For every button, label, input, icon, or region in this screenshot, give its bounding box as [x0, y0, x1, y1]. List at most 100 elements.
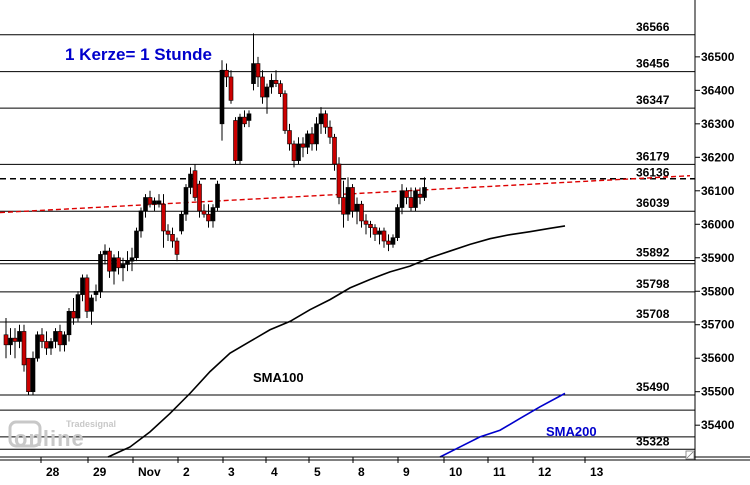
candle-body	[390, 237, 396, 245]
y-tick-label: 35400	[701, 418, 735, 432]
y-tick-label: 36000	[701, 217, 735, 231]
candle-body	[84, 277, 90, 312]
x-tick-label: 11	[493, 465, 506, 479]
candle-body	[192, 170, 198, 198]
candle-body	[327, 126, 333, 138]
y-tick-label: 36100	[701, 184, 735, 198]
candle-body	[197, 183, 202, 212]
chart-title: 1 Kerze= 1 Stunde	[65, 45, 212, 64]
x-tick-label: 2	[183, 465, 190, 479]
trendline-group	[0, 175, 691, 214]
candle-body	[125, 260, 130, 265]
candle-body	[417, 193, 423, 198]
x-tick-label: 12	[538, 465, 552, 479]
x-tick-label: 4	[271, 465, 278, 479]
candle-body	[129, 257, 135, 262]
sma100-line	[107, 225, 566, 458]
level-label: 35328	[636, 434, 670, 448]
candle-body	[291, 143, 297, 161]
candle-body	[368, 223, 373, 228]
watermark-brand-text: Tradesignal	[66, 419, 116, 429]
candle-body	[170, 234, 175, 242]
candle-body	[134, 230, 139, 259]
candle-body	[35, 334, 40, 359]
candle-body	[372, 227, 378, 235]
sma200-label: SMA200	[546, 424, 597, 439]
candle-body	[107, 250, 112, 272]
candle-body	[386, 240, 391, 245]
candle-body	[57, 331, 63, 346]
candle-body	[318, 113, 324, 125]
candle-body	[323, 113, 328, 128]
candle-body	[404, 190, 409, 198]
sma200-line	[439, 392, 566, 458]
candle-body	[165, 230, 171, 235]
y-tick-label: 36500	[701, 50, 735, 64]
candle-body	[359, 203, 364, 222]
candle-body	[296, 143, 301, 161]
watermark-logo-frame	[8, 420, 42, 448]
trendline	[0, 175, 691, 214]
level-label: 36456	[636, 57, 670, 71]
candle-body	[314, 123, 319, 145]
candle-body	[246, 113, 252, 121]
candle-body	[48, 341, 54, 349]
candle-body	[98, 254, 103, 292]
level-label: 35892	[636, 245, 670, 259]
candle-body	[17, 331, 22, 342]
price-level-lines: 36566 36456 36347 36179 36136 36039 35892 35798…	[0, 20, 695, 450]
x-tick-label: 5	[314, 465, 321, 479]
x-tick-label: 9	[403, 465, 410, 479]
y-tick-label: 36200	[701, 150, 735, 164]
candle-body	[174, 240, 180, 255]
candle-body	[8, 337, 13, 346]
candle-body	[278, 83, 283, 94]
candle-body	[93, 290, 99, 295]
y-tick-label: 35900	[701, 251, 735, 265]
x-tick-label: 8	[358, 465, 365, 479]
x-tick-label: 13	[590, 465, 604, 479]
watermark-logo-text: online	[14, 426, 85, 451]
level-label: 35708	[636, 307, 670, 321]
y-tick-label: 36400	[701, 83, 735, 97]
candle-body	[206, 213, 211, 222]
candle-body	[71, 311, 76, 319]
candle-body	[66, 311, 72, 336]
y-tick-label: 36300	[701, 117, 735, 131]
candle-body	[413, 190, 418, 208]
x-tick-label: 10	[449, 465, 463, 479]
level-label: 36566	[636, 20, 670, 34]
candle-body	[12, 337, 18, 342]
candle-body	[138, 210, 144, 232]
candle-body	[377, 230, 382, 235]
candle-body	[21, 331, 27, 366]
candle-body	[332, 136, 337, 165]
candle-body	[102, 250, 108, 255]
candle-body	[237, 116, 243, 161]
candle-body	[336, 163, 342, 198]
candle-body	[188, 173, 193, 188]
moving-averages	[107, 225, 566, 458]
candle-body	[44, 341, 49, 349]
y-tick-label: 35800	[701, 284, 735, 298]
candle-body	[422, 187, 427, 198]
candle-body	[255, 63, 261, 78]
candle-body	[399, 190, 405, 208]
candle-body	[305, 133, 310, 148]
candle-body	[273, 79, 279, 84]
candle-body	[147, 197, 153, 205]
candle-body	[264, 86, 270, 98]
level-label: 35798	[636, 277, 670, 291]
candle-body	[242, 116, 247, 125]
candle-body	[363, 220, 369, 225]
x-tick-label: 29	[93, 465, 107, 479]
candle-body	[233, 120, 238, 161]
candle-body	[341, 197, 346, 215]
candle-body	[381, 230, 387, 242]
candle-body	[350, 187, 355, 212]
candle-body	[89, 297, 94, 312]
candle-body	[143, 197, 148, 212]
candle-body	[39, 334, 45, 342]
